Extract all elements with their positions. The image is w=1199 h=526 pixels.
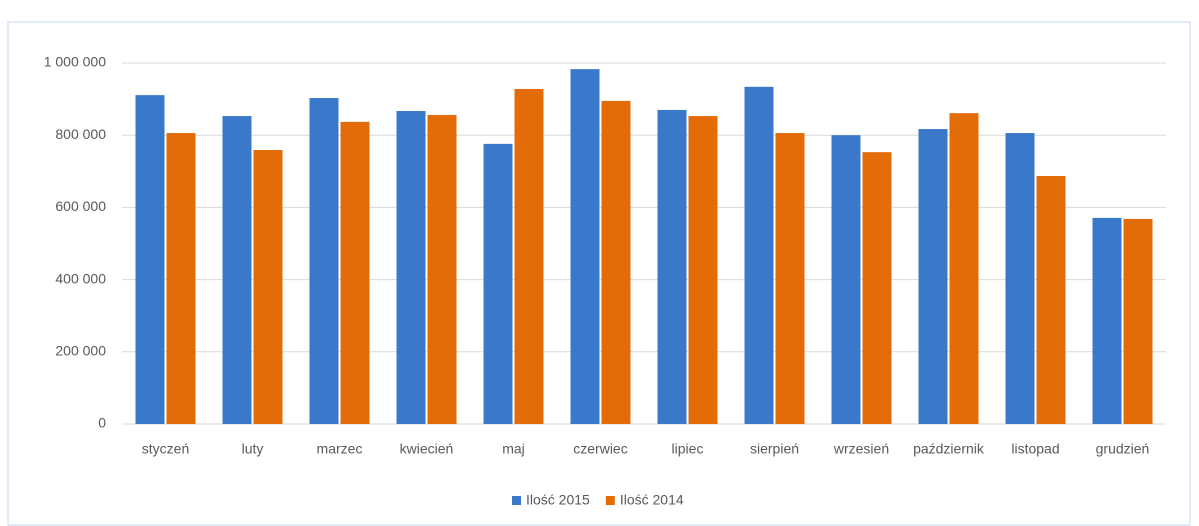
bar (135, 95, 165, 424)
y-tick-label: 600 000 (55, 198, 106, 214)
bar (166, 133, 196, 424)
legend-label: Ilość 2014 (620, 492, 684, 508)
bar (744, 86, 774, 425)
x-tick-label: sierpień (750, 441, 799, 457)
bar (253, 150, 283, 424)
y-tick-label: 1 000 000 (44, 54, 106, 70)
legend-swatch (605, 496, 615, 505)
x-tick-label: czerwiec (573, 441, 627, 457)
x-tick-label: lipiec (672, 441, 704, 457)
y-tick-label: 0 (98, 415, 106, 431)
x-tick-label: kwiecień (400, 441, 454, 457)
bar (862, 152, 892, 425)
y-tick-label: 800 000 (55, 126, 106, 142)
x-tick-label: marzec (317, 441, 363, 457)
x-tick-label: listopad (1011, 441, 1059, 457)
bar (340, 121, 370, 424)
bar (657, 109, 687, 425)
bar (309, 98, 339, 424)
x-tick-label: luty (242, 441, 264, 457)
x-tick-label: maj (502, 441, 525, 457)
legend-label: Ilość 2015 (526, 492, 590, 508)
bar (1005, 133, 1035, 424)
bar (949, 113, 979, 424)
bar (918, 129, 948, 425)
bar (483, 143, 513, 424)
bar (222, 116, 252, 424)
x-tick-label: październik (913, 441, 985, 457)
legend-swatch (512, 496, 521, 505)
bar (688, 116, 718, 424)
bar (396, 111, 426, 424)
bar (1092, 217, 1122, 424)
bar (775, 133, 805, 424)
bar (427, 114, 457, 424)
bar (831, 135, 861, 424)
x-tick-label: styczeń (142, 441, 189, 457)
bar (514, 88, 544, 424)
bar (570, 69, 600, 425)
y-tick-label: 200 000 (55, 343, 106, 359)
bar (601, 100, 631, 424)
bar (1123, 218, 1153, 424)
x-tick-label: wrzesień (833, 441, 889, 457)
y-tick-label: 400 000 (55, 270, 106, 286)
bar (1036, 175, 1066, 424)
x-tick-label: grudzień (1096, 441, 1150, 457)
